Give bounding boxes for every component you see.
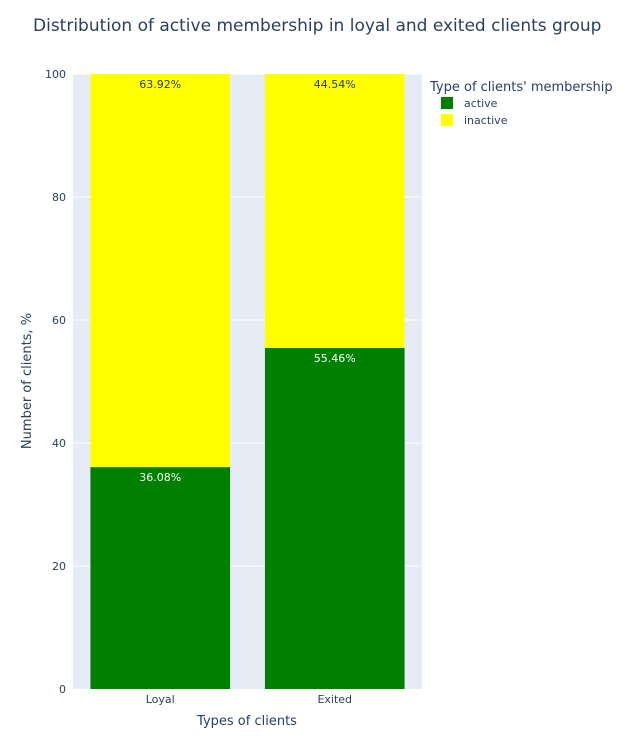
- x-tick-exited: Exited: [317, 693, 352, 706]
- data-label-inactive-exited: 44.54%: [314, 78, 356, 91]
- bar-active-exited: [264, 347, 405, 689]
- data-label-active-exited: 55.46%: [314, 352, 356, 365]
- bar-labels: 36.08% 63.92% 55.46% 44.54%: [139, 78, 355, 484]
- y-tick-20: 20: [52, 560, 66, 573]
- legend-swatch-active: [441, 97, 453, 109]
- bar-inactive-loyal: [90, 74, 231, 468]
- legend-item-inactive: inactive: [464, 114, 508, 127]
- bars: [90, 74, 405, 689]
- legend-title: Type of clients' membership: [429, 80, 613, 95]
- legend-item-active: active: [464, 97, 498, 110]
- x-axis-label: Types of clients: [196, 714, 297, 729]
- y-tick-80: 80: [52, 191, 66, 204]
- y-tick-0: 0: [59, 683, 66, 696]
- legend: Type of clients' membership active inacti…: [429, 80, 613, 127]
- y-tick-100: 100: [45, 68, 66, 81]
- y-axis-ticks: 0 20 40 60 80 100: [45, 68, 66, 696]
- y-axis-label: Number of clients, %: [20, 313, 35, 449]
- y-tick-40: 40: [52, 437, 66, 450]
- data-label-inactive-loyal: 63.92%: [139, 78, 181, 91]
- bar-inactive-exited: [264, 74, 405, 348]
- chart-title: Distribution of active membership in loy…: [33, 16, 601, 36]
- x-axis-ticks: Loyal Exited: [146, 693, 352, 706]
- bar-active-loyal: [90, 467, 231, 689]
- y-tick-60: 60: [52, 314, 66, 327]
- legend-swatch-inactive: [441, 114, 453, 126]
- data-label-active-loyal: 36.08%: [139, 471, 181, 484]
- x-tick-loyal: Loyal: [146, 693, 175, 706]
